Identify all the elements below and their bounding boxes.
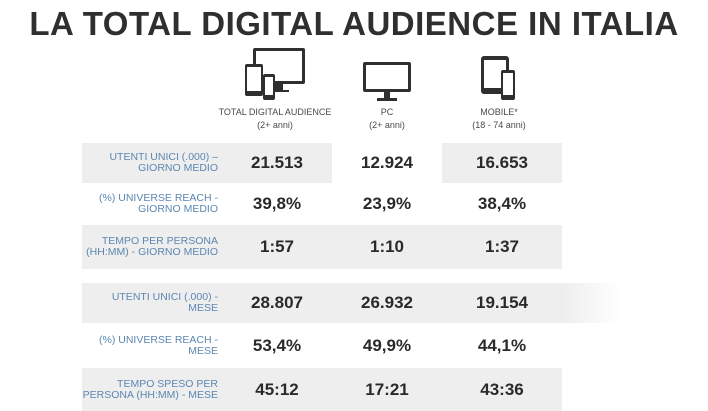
column-label-mobile: MOBILE* bbox=[480, 107, 518, 117]
table-cell: 39,8% bbox=[252, 194, 302, 213]
table-row: UTENTI UNICI (.000) - MESE 28.807 26.932… bbox=[82, 283, 622, 323]
column-header-total: TOTAL DIGITAL AUDIENCE (2+ anni) bbox=[216, 46, 334, 136]
table-cell: 49,9% bbox=[362, 336, 412, 355]
table-cell: 45:12 bbox=[222, 368, 332, 411]
table-cell: 16.653 bbox=[442, 143, 562, 183]
table-cell: 53,4% bbox=[252, 336, 302, 355]
table-cell: 38,4% bbox=[477, 194, 527, 213]
table-row: TEMPO SPESO PER PERSONA (HH:MM) - MESE 4… bbox=[82, 368, 622, 411]
table-cell: 17:21 bbox=[332, 368, 442, 411]
table-cell: 12.924 bbox=[361, 153, 413, 172]
mobile-devices-icon bbox=[481, 56, 515, 100]
table-row: (%) UNIVERSE REACH - MESE 53,4% 49,9% 44… bbox=[82, 326, 622, 366]
column-header-pc: PC (2+ anni) bbox=[340, 46, 434, 136]
table-cell: 19.154 bbox=[442, 283, 562, 323]
monitor-icon bbox=[363, 62, 411, 101]
column-label-pc: PC bbox=[380, 107, 394, 117]
table-cell: 23,9% bbox=[362, 194, 412, 213]
row-label: (%) UNIVERSE REACH - GIORNO MEDIO bbox=[98, 192, 218, 215]
table-row: (%) UNIVERSE REACH - GIORNO MEDIO 39,8% … bbox=[82, 184, 622, 224]
table-cell: 28.807 bbox=[222, 283, 332, 323]
page-title: LA TOTAL DIGITAL AUDIENCE IN ITALIA bbox=[29, 5, 679, 42]
row-label: TEMPO PER PERSONA (HH:MM) - GIORNO MEDIO bbox=[82, 225, 222, 269]
table-row: UTENTI UNICI (.000) – GIORNO MEDIO 21.51… bbox=[82, 143, 622, 183]
table-cell: 1:10 bbox=[332, 225, 442, 269]
table-cell: 1:57 bbox=[222, 225, 332, 269]
table-cell: 26.932 bbox=[332, 283, 442, 323]
column-label-total: TOTAL DIGITAL AUDIENCE bbox=[218, 107, 332, 117]
table-cell: 43:36 bbox=[442, 368, 562, 411]
column-sub-mobile: (18 - 74 anni) bbox=[472, 120, 526, 130]
row-label: UTENTI UNICI (.000) - MESE bbox=[82, 283, 222, 323]
table-row: TEMPO PER PERSONA (HH:MM) - GIORNO MEDIO… bbox=[82, 225, 622, 269]
row-label: (%) UNIVERSE REACH - MESE bbox=[98, 334, 218, 357]
column-header-mobile: MOBILE* (18 - 74 anni) bbox=[450, 46, 548, 136]
row-label: TEMPO SPESO PER PERSONA (HH:MM) - MESE bbox=[82, 368, 222, 411]
row-shade-fade bbox=[562, 283, 622, 323]
table-cell: 44,1% bbox=[477, 336, 527, 355]
multi-device-icon bbox=[245, 48, 305, 100]
column-sub-pc: (2+ anni) bbox=[369, 120, 405, 130]
table-cell: 1:37 bbox=[442, 225, 562, 269]
row-label: UTENTI UNICI (.000) – GIORNO MEDIO bbox=[82, 143, 222, 183]
column-sub-total: (2+ anni) bbox=[257, 120, 293, 130]
table-cell: 21.513 bbox=[222, 143, 332, 183]
